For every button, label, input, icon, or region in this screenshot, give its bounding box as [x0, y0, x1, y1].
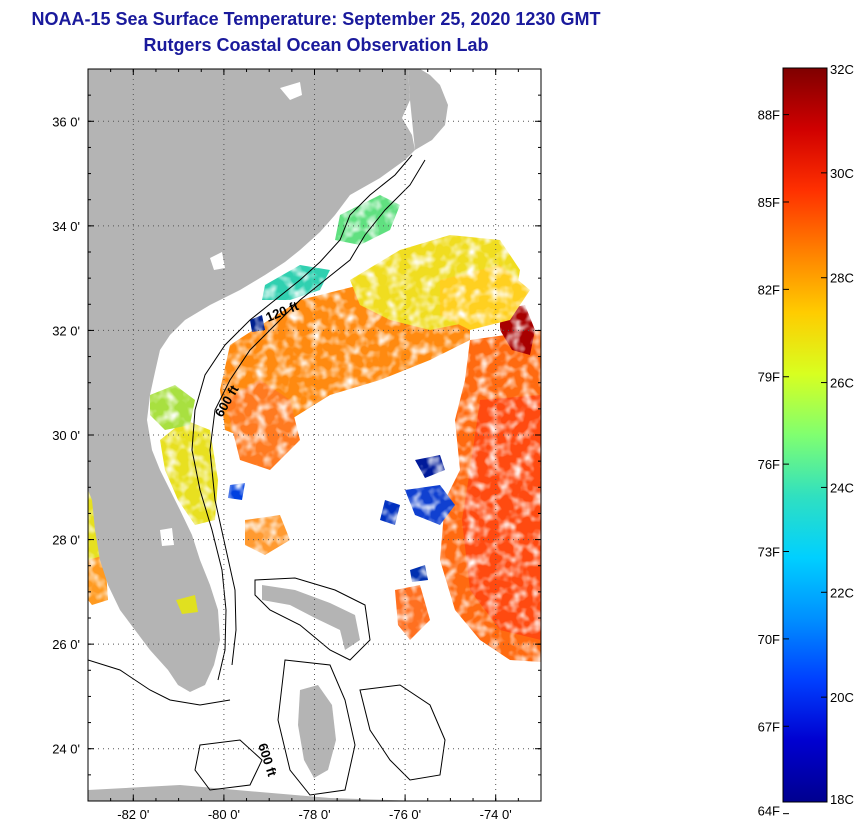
lat-tick-label: 32 0' — [52, 323, 80, 338]
colorbar-label-fahrenheit: 67F — [758, 719, 780, 734]
colorbar-label-celsius: 24C — [830, 480, 854, 495]
lake-3 — [160, 528, 174, 546]
colorbar-label-fahrenheit: 70F — [758, 632, 780, 647]
map-title: NOAA-15 Sea Surface Temperature: Septemb… — [31, 9, 601, 29]
colorbar-labels: 32C 30C 28C 26C 24C 22C 20C 18C 88F 85F 82F 79F 76F 7… — [758, 62, 854, 819]
colorbar-label-fahrenheit: 73F — [758, 545, 780, 560]
colorbar-label-celsius: 28C — [830, 271, 854, 286]
map-content: 120 ft 600 ft 600 ft — [88, 69, 541, 801]
lakes — [160, 82, 302, 614]
contour-bahamas-1 — [254, 577, 371, 661]
land-grand-bahama — [262, 585, 360, 650]
contour-keys — [88, 659, 231, 706]
contour-bahamas-2 — [277, 659, 356, 796]
contour-bahamas-4 — [194, 739, 263, 791]
colorbar-label-fahrenheit: 76F — [758, 457, 780, 472]
contour-120ft — [191, 154, 413, 681]
lat-tick-label: 28 0' — [52, 533, 80, 548]
axis-labels: -82 0' -80 0' -78 0' -76 0' -74 0' 36 0' 34 0'… — [52, 114, 512, 822]
colorbar-label-celsius: 32C — [830, 62, 854, 77]
colorbar-label-celsius: 20C — [830, 690, 854, 705]
bathymetry-contours — [88, 154, 446, 796]
land-cuba-edge — [88, 785, 420, 801]
lon-tick-label: -74 0' — [480, 807, 512, 822]
colorbar-label-fahrenheit: 88F — [758, 108, 780, 123]
axis-ticks — [87, 68, 542, 802]
colorbar-label-celsius: 22C — [830, 585, 854, 600]
colorbar-label-fahrenheit: 85F — [758, 195, 780, 210]
lat-tick-label: 24 0' — [52, 742, 80, 757]
land-andros-island — [298, 685, 336, 778]
lon-tick-label: -80 0' — [208, 807, 240, 822]
lake-2 — [210, 252, 225, 270]
colorbar-label-celsius: 26C — [830, 376, 854, 391]
land-outer-banks — [408, 69, 448, 150]
lon-tick-label: -78 0' — [298, 807, 330, 822]
colorbar-label-fahrenheit: 64F — [758, 804, 780, 819]
lake-1 — [280, 82, 302, 100]
lat-tick-label: 30 0' — [52, 428, 80, 443]
map-subtitle: Rutgers Coastal Ocean Observation Lab — [143, 35, 489, 55]
lake-4 — [176, 595, 198, 614]
lat-tick-label: 36 0' — [52, 114, 80, 129]
lat-tick-label: 34 0' — [52, 219, 80, 234]
colorbar-label-fahrenheit: 82F — [758, 282, 780, 297]
colorbar-ticks — [783, 67, 827, 815]
lon-tick-label: -82 0' — [117, 807, 149, 822]
colorbar-label-celsius: 30C — [830, 166, 854, 181]
graticule — [88, 69, 541, 801]
contour-600ft — [209, 159, 426, 666]
colorbar-label-celsius: 18C — [830, 792, 854, 807]
lat-tick-label: 26 0' — [52, 637, 80, 652]
contour-bahamas-3 — [359, 684, 446, 781]
colorbar — [782, 67, 828, 803]
colorbar-label-fahrenheit: 79F — [758, 370, 780, 385]
lon-tick-label: -76 0' — [389, 807, 421, 822]
